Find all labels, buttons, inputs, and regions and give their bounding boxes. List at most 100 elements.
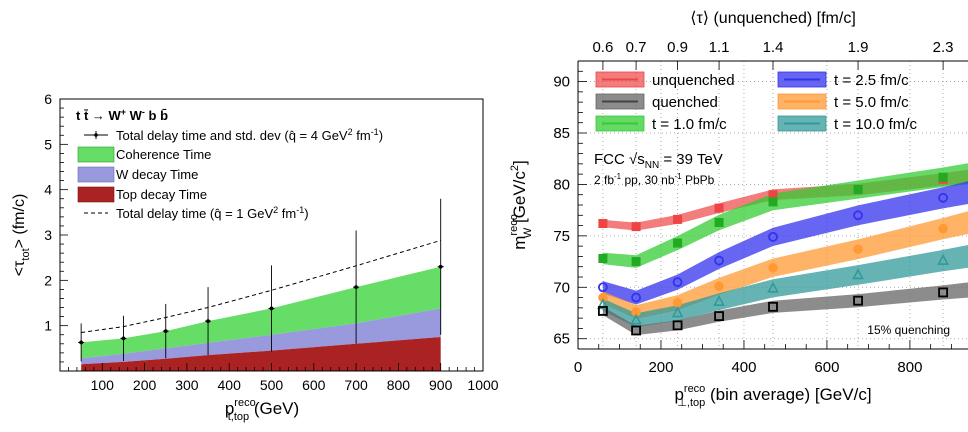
svg-text:Total delay time (q̂ = 1 GeV2: Total delay time (q̂ = 1 GeV2 fm-1) xyxy=(116,205,309,221)
total-delay-point xyxy=(205,287,212,356)
point-marker xyxy=(79,340,84,345)
point-marker xyxy=(768,197,778,207)
top-decay-area xyxy=(81,337,441,371)
point-marker xyxy=(630,313,642,325)
x-tick-label: 0 xyxy=(574,359,582,376)
point-marker xyxy=(672,277,683,288)
legend-label: quenched xyxy=(652,94,718,111)
x-tick-label: 300 xyxy=(175,377,199,393)
lumi-annotation: 2 fb-1 pp, 30 nb-1 PbPb xyxy=(594,172,715,187)
quench-annotation: 15% quenching xyxy=(867,323,950,337)
point-marker xyxy=(631,292,641,303)
point-marker xyxy=(714,203,724,213)
right-bands xyxy=(602,163,968,336)
top-tick-label: 1.4 xyxy=(763,39,784,56)
left-data-points xyxy=(78,198,444,362)
point-marker xyxy=(631,325,641,336)
point-marker xyxy=(768,301,778,312)
point-marker xyxy=(598,253,608,263)
top-tick-label: 0.6 xyxy=(592,39,613,56)
left-x-axis-title: preco t,top (GeV) xyxy=(225,397,299,423)
legend-label: t = 1.0 fm/c xyxy=(652,116,727,133)
y-tick-label: 70 xyxy=(553,279,570,296)
x-tick-label: 600 xyxy=(302,377,326,393)
point-marker xyxy=(714,255,724,266)
point-marker xyxy=(713,294,725,306)
x-tick-label: 600 xyxy=(814,359,839,376)
top-axis-title: ⟨τ⟩ (unquenched) [fm/c] xyxy=(690,10,856,27)
right-y-axis-title: mreco W [GeV/c2] xyxy=(508,160,534,250)
legend-label: t = 10.0 fm/c xyxy=(834,116,917,133)
y-tick-label: 2 xyxy=(44,272,52,288)
legend-label: t = 2.5 fm/c xyxy=(834,72,909,89)
total-delay-point xyxy=(162,303,169,359)
point-marker xyxy=(714,281,724,292)
legend-entry: t = 2.5 fm/c xyxy=(777,71,909,89)
point-marker xyxy=(269,306,274,311)
svg-text:Total delay time and std. dev: Total delay time and std. dev (q̂ = 4 Ge… xyxy=(116,127,383,143)
svg-text:Top decay Time: Top decay Time xyxy=(116,187,207,202)
left-y-axis-title: <τtot> (fm/c) xyxy=(11,194,32,277)
x-tick-label: 100 xyxy=(91,377,115,393)
y-tick-label: 90 xyxy=(553,74,570,91)
point-marker xyxy=(671,306,684,318)
legend-top-decay: Top decay Time xyxy=(77,186,207,203)
point-marker xyxy=(206,319,210,324)
legend-w-decay: W decay Time xyxy=(77,166,198,183)
total-delay-point xyxy=(120,315,127,362)
point-marker xyxy=(597,298,609,310)
coherence-area xyxy=(81,266,441,359)
legend-total-delay: Total delay time and std. dev (q̂ = 4 Ge… xyxy=(84,127,383,143)
svg-text:W decay Time: W decay Time xyxy=(116,167,198,182)
y-tick-label: 75 xyxy=(553,228,570,245)
w-decay-area xyxy=(81,308,441,365)
point-marker xyxy=(672,320,683,331)
point-marker xyxy=(853,210,863,221)
legend-entry: t = 10.0 fm/c xyxy=(777,115,917,133)
legend-coherence: Coherence Time xyxy=(77,146,211,163)
x-tick-label: 800 xyxy=(897,359,922,376)
total-delay-point xyxy=(437,198,444,335)
point-marker xyxy=(853,185,863,195)
total-delay-point xyxy=(268,265,275,352)
left-legend: Total delay time and std. dev (q̂ = 4 Ge… xyxy=(77,127,383,221)
right-ticks: 0 200 400 600 800 65 70 75 80 85 90 0.6 0.7 0.9 1.1 1.4… xyxy=(553,39,953,376)
point-marker xyxy=(938,192,949,203)
left-ticks: 100 200 300 400 500 600 700 800 900 1000 1 2 3 4 5 6 xyxy=(44,91,499,393)
legend-entry: t = 5.0 fm/c xyxy=(777,93,909,111)
svg-text:Coherence Time: Coherence Time xyxy=(116,147,211,162)
top-tick-label: 1.1 xyxy=(709,39,730,56)
point-marker xyxy=(768,262,778,273)
legend-entry: quenched xyxy=(595,93,718,111)
x-tick-label: 200 xyxy=(648,359,673,376)
x-tick-label: 200 xyxy=(133,377,157,393)
legend-entry: unquenched xyxy=(595,71,735,89)
point-marker xyxy=(673,238,683,248)
point-marker xyxy=(767,281,779,293)
point-marker xyxy=(672,297,683,308)
right-panel: 0 200 400 600 800 65 70 75 80 85 90 0.6 0.7 0.9 1.1 1.4… xyxy=(508,10,968,409)
right-markers xyxy=(597,172,949,336)
point-marker xyxy=(938,287,949,298)
point-marker xyxy=(938,172,948,182)
x-tick-label: 400 xyxy=(218,377,242,393)
y-tick-label: 3 xyxy=(44,227,52,243)
right-x-axis-title: preco ⊥,top (bin average) [GeV/c] xyxy=(674,383,871,409)
total-delay-point xyxy=(353,230,360,344)
y-tick-label: 1 xyxy=(44,318,52,334)
y-tick-label: 4 xyxy=(44,182,52,198)
point-marker xyxy=(714,311,724,321)
y-tick-label: 80 xyxy=(553,176,570,193)
legend-entry: t = 1.0 fm/c xyxy=(595,115,727,133)
point-marker xyxy=(597,282,608,293)
legend-total-delay-q1: Total delay time (q̂ = 1 GeV2 fm-1) xyxy=(84,205,309,221)
total-delay-point xyxy=(78,323,85,362)
left-areas xyxy=(81,266,441,371)
point-marker xyxy=(937,253,949,265)
top-tick-label: 1.9 xyxy=(848,39,869,56)
y-tick-label: 5 xyxy=(44,136,52,152)
top-tick-label: 2.3 xyxy=(933,39,954,56)
point-marker xyxy=(631,257,641,267)
band xyxy=(602,282,968,336)
